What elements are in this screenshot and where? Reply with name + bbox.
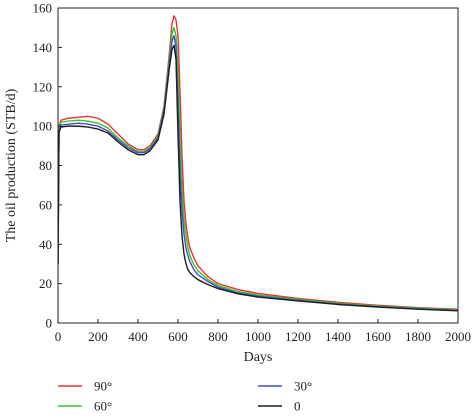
series-layer [58, 15, 458, 312]
axes-layer: 0 200 400 600 800 1000 1200 1400 1600 1800 2000 0 20… [33, 1, 472, 345]
x-tick-label: 600 [168, 329, 188, 344]
y-tick-label: 140 [33, 40, 53, 55]
x-tick-label: 200 [88, 329, 108, 344]
x-tick-label: 1600 [365, 329, 391, 344]
legend-label-2: 30° [294, 379, 312, 394]
x-tick-label: 800 [208, 329, 228, 344]
plot-frame [57, 7, 459, 324]
series-line-0 [58, 15, 458, 310]
series-line-2 [58, 34, 458, 312]
y-tick-label: 0 [46, 316, 53, 331]
x-tick-label: 1200 [285, 329, 311, 344]
y-tick-label: 100 [33, 119, 53, 134]
x-tick-label: 1000 [245, 329, 271, 344]
y-tick-label: 120 [33, 79, 53, 94]
x-tick-label: 0 [55, 329, 62, 344]
series-line-1 [58, 26, 458, 311]
legend: 90° 60° 30° 0 [58, 379, 312, 414]
y-axis-title: The oil production (STB/d) [4, 88, 19, 242]
x-tick-label: 1800 [405, 329, 431, 344]
legend-label-3: 0 [294, 399, 301, 414]
x-tick-label: 400 [128, 329, 148, 344]
x-tick-label: 1400 [325, 329, 351, 344]
x-tick-label: 2000 [445, 329, 471, 344]
y-tick-label: 20 [39, 276, 52, 291]
y-tick-label: 60 [39, 197, 52, 212]
y-tick-label: 40 [39, 237, 52, 252]
legend-label-0: 90° [94, 379, 112, 394]
x-axis-title: Days [244, 350, 273, 365]
series-line-3 [58, 44, 458, 312]
legend-label-1: 60° [94, 399, 112, 414]
y-tick-label: 80 [39, 158, 52, 173]
y-tick-label: 160 [33, 1, 53, 16]
